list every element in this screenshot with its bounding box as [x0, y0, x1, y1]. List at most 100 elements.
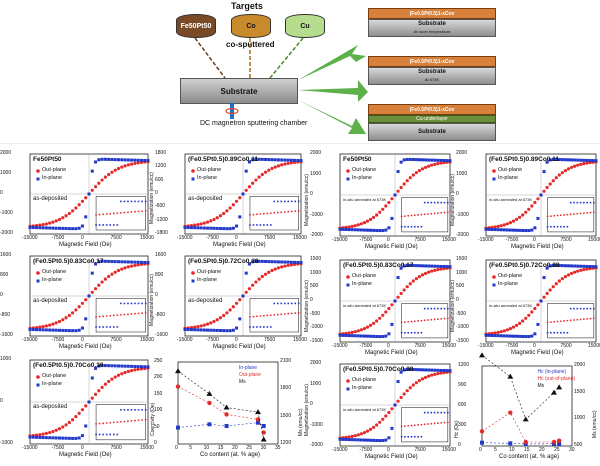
inset-out-point: [413, 320, 416, 323]
out-plane-point: [48, 323, 52, 327]
inset-in-point: [440, 201, 442, 204]
inset-out-point: [123, 313, 126, 316]
in-plane-point: [28, 225, 32, 229]
out-plane-point: [387, 410, 391, 415]
out-plane-point: [411, 279, 415, 283]
out-plane-point: [103, 382, 107, 386]
out-plane-point: [579, 162, 583, 166]
out-plane-point: [414, 171, 418, 175]
legend-in-label: In-plane: [498, 281, 518, 287]
out-plane-point: [573, 164, 577, 168]
x-tick-label: 7500: [110, 445, 122, 451]
in-plane-point: [567, 158, 570, 162]
y-tick-label: 0: [0, 398, 3, 404]
in-plane-point: [508, 334, 512, 338]
inset-out-point: [130, 420, 133, 422]
out-plane-point: [505, 222, 509, 226]
inset-in-point: [134, 302, 136, 305]
y-tick-label: 0: [0, 292, 3, 298]
in-plane-point: [433, 158, 437, 162]
in-plane-point: [183, 327, 187, 331]
out-plane-point: [585, 267, 589, 271]
in-plane-point: [289, 260, 293, 264]
in-plane-point: [58, 226, 61, 230]
x-axis-label: Magnetic Field (Oe): [213, 344, 266, 350]
out-plane-point: [205, 322, 210, 326]
inset-out-point: [576, 318, 579, 321]
legend-in-marker: [346, 283, 350, 287]
summary-chart-0: In-plane Out-plane Ms 250 200 150 100 50 0 2100 18…: [150, 358, 306, 462]
y-tick-label: 2000: [310, 360, 322, 366]
in-plane-point: [67, 227, 71, 231]
inset-out-point: [559, 320, 562, 323]
out-plane-point: [493, 225, 497, 229]
y-tick-label: 1000: [310, 380, 322, 387]
in-plane-point: [341, 333, 345, 337]
ms-point: [223, 404, 230, 410]
legend-in-marker: [191, 177, 195, 181]
in-plane-point: [579, 158, 583, 162]
out-plane-point: [508, 410, 513, 415]
in-plane-point: [362, 334, 366, 338]
inset-in-point: [447, 307, 449, 310]
hysteresis-svg: [484, 153, 598, 237]
out-plane-point: [563, 275, 568, 279]
out-plane-point: [508, 326, 513, 331]
out-plane-point: [199, 324, 203, 328]
in-plane-point: [353, 438, 357, 442]
out-plane-point: [255, 417, 261, 422]
inset-out-point: [105, 422, 108, 424]
summary-chart-1: Hc (in-plane) Hc (out-of-plane) Ms 1200 900 6…: [454, 352, 600, 464]
in-plane-point: [41, 226, 45, 230]
condition-note: in-situ annealed at 673K: [489, 302, 533, 308]
out-plane-point: [573, 270, 577, 274]
inset-out-point: [437, 212, 439, 215]
out-plane-point: [136, 161, 140, 165]
in-plane-point: [218, 227, 222, 231]
out-plane-point: [116, 166, 121, 171]
out-plane-point: [569, 271, 574, 276]
legend-in-label: In-plane: [352, 281, 372, 287]
out-plane-point: [126, 265, 130, 269]
inset-in-point: [447, 411, 449, 414]
in-plane-point: [264, 259, 268, 263]
inset-out-point: [283, 313, 286, 315]
inset-out-point: [262, 212, 265, 215]
out-plane-point: [548, 288, 552, 292]
in-plane-point: [267, 260, 271, 264]
inset-out-point: [105, 315, 108, 317]
in-plane-point: [499, 228, 503, 232]
out-plane-point: [234, 301, 239, 305]
out-plane-point: [423, 375, 428, 380]
out-plane-point: [116, 268, 121, 273]
inset-in-point: [579, 307, 582, 310]
out-plane-point: [390, 303, 394, 307]
out-plane-point: [375, 319, 379, 323]
inset-in-point: [427, 201, 429, 204]
inset-in-point: [109, 326, 112, 328]
in-plane-point: [576, 158, 580, 162]
in-plane-point: [375, 438, 379, 442]
inset-out-point: [440, 211, 443, 214]
y-tick-label: 200: [154, 374, 163, 381]
out-plane-point: [126, 369, 130, 374]
in-plane-point: [408, 263, 412, 267]
condition-note: in-situ annealed at 673K: [343, 406, 387, 412]
inset-out-point: [427, 423, 429, 425]
in-plane-point: [490, 227, 494, 231]
inset-in-point: [407, 225, 409, 228]
in-plane-point: [411, 264, 415, 268]
in-plane-point: [496, 228, 500, 232]
inset-in-point: [433, 201, 436, 204]
out-plane-point: [551, 439, 557, 445]
hysteresis-panel-right-3: 1500 1000 500 0 -500 -1000 -1500 -15000 -7500 0 75…: [450, 256, 600, 360]
in-plane-point: [80, 434, 84, 438]
out-plane-point: [74, 415, 78, 419]
out-plane-point: [77, 411, 81, 415]
inset-in-point: [283, 200, 286, 203]
legend-out-label: Out-plane: [197, 269, 222, 275]
inset-out-point: [144, 418, 147, 421]
in-plane-point: [133, 158, 137, 162]
y-right-tick-label: 2100: [280, 358, 292, 364]
in-plane-point: [527, 229, 531, 233]
